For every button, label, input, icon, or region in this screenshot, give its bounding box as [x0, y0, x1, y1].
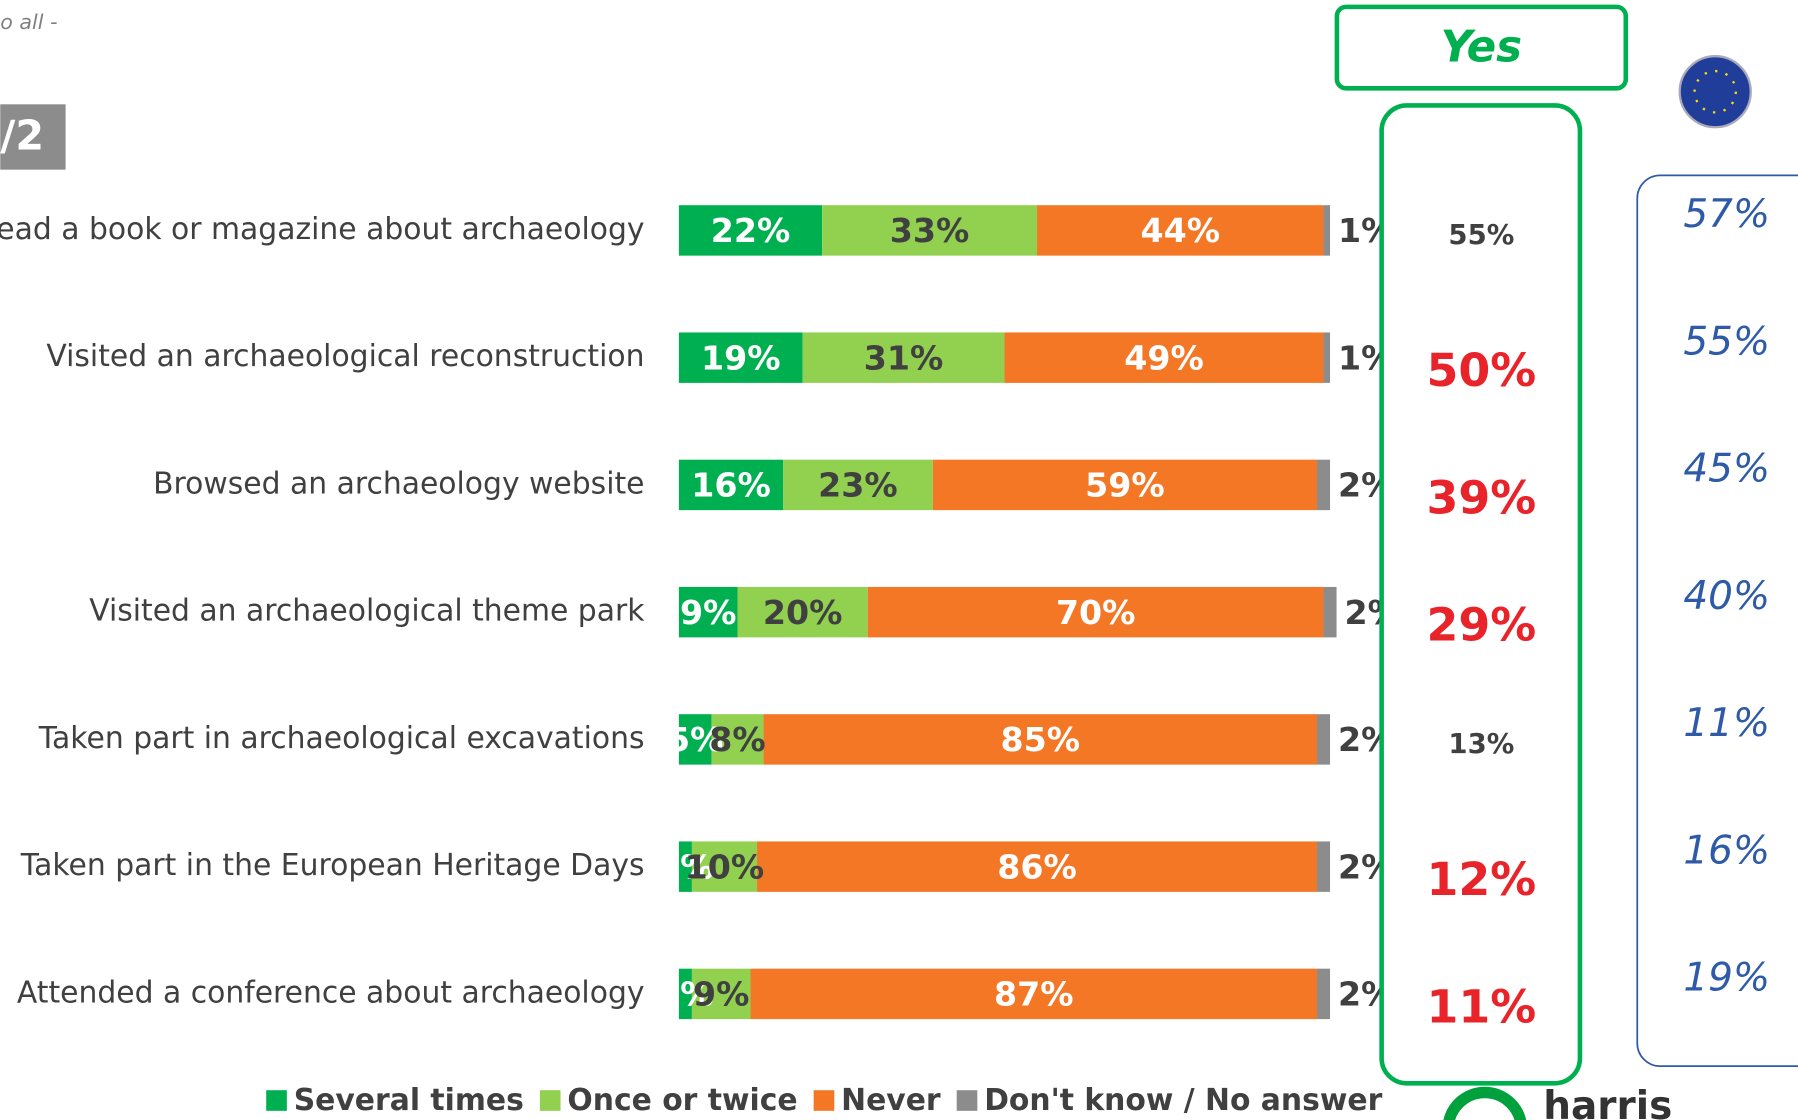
- bar-segment: [932, 459, 1318, 511]
- category-label: Read a book or magazine about archaeolog…: [0, 212, 645, 247]
- bar-segment: [867, 586, 1324, 638]
- bar-segment: [1317, 714, 1331, 765]
- bar-segment: [1323, 586, 1337, 638]
- category-label: Visited an archaeological reconstruction: [46, 339, 644, 374]
- value-label: 22%: [711, 211, 791, 250]
- bar-segment: [711, 714, 764, 765]
- bar-segment: [1323, 205, 1331, 256]
- bar-segment: [678, 586, 738, 638]
- bar-segment: [1323, 332, 1331, 383]
- bar-segment: [1317, 968, 1331, 1020]
- legend-label: Once or twice: [567, 1083, 797, 1118]
- bar-segment: [783, 459, 933, 511]
- value-label: 8%: [709, 720, 765, 759]
- value-label: 86%: [997, 847, 1077, 886]
- value-label: 87%: [994, 975, 1074, 1014]
- value-label: 23%: [818, 466, 898, 505]
- bar-segment: [757, 841, 1318, 892]
- eu-value: 55%: [1683, 319, 1770, 364]
- value-label: 9%: [693, 975, 749, 1014]
- value-label: 9%: [680, 593, 736, 632]
- page-tag: /2: [0, 112, 44, 160]
- value-label: 2%: [657, 847, 713, 886]
- value-label: 59%: [1085, 466, 1165, 505]
- yes-value: 12%: [1426, 852, 1536, 906]
- legend-label: Don't know / No answer: [984, 1083, 1382, 1118]
- value-label: 5%: [667, 720, 723, 759]
- bar-segment: [678, 714, 712, 765]
- yes-header-box: [1334, 4, 1629, 91]
- value-label: 20%: [763, 593, 843, 632]
- value-label: 44%: [1140, 211, 1220, 250]
- bar-segment: [678, 205, 823, 256]
- yes-header: Yes: [1441, 22, 1522, 72]
- bar-segment: [691, 841, 758, 892]
- bar-segment: [802, 332, 1005, 383]
- value-label: 70%: [1056, 593, 1136, 632]
- yes-value: 39%: [1426, 470, 1536, 524]
- legend-swatch: [539, 1090, 561, 1111]
- value-label: 10%: [685, 847, 765, 886]
- eu-value: 16%: [1683, 828, 1770, 873]
- eu-value: 45%: [1683, 447, 1770, 492]
- bar-segment: [737, 586, 868, 638]
- bar-segment: [678, 968, 692, 1020]
- eu-flag: [1678, 55, 1752, 129]
- bar-segment: [678, 459, 784, 511]
- bar-segment: [763, 714, 1318, 765]
- yes-value: 11%: [1426, 979, 1536, 1033]
- bar-segment: [822, 205, 1038, 256]
- bar-segment: [750, 968, 1318, 1020]
- header-note: o all -: [0, 10, 57, 34]
- bar-segment: [678, 841, 692, 892]
- value-label: 49%: [1124, 338, 1204, 377]
- eu-value: 19%: [1683, 956, 1770, 1001]
- category-label: Attended a conference about archaeology: [17, 975, 645, 1010]
- category-label: Taken part in the European Heritage Days: [20, 848, 645, 883]
- value-label: 33%: [890, 211, 970, 250]
- yes-value: 55%: [1448, 219, 1514, 251]
- yes-value: 50%: [1426, 343, 1536, 397]
- logo: harris: [1443, 1084, 1672, 1120]
- legend-label: Never: [841, 1083, 941, 1118]
- yes-column: [1379, 103, 1583, 1086]
- value-label: 19%: [701, 338, 781, 377]
- legend-label: Several times: [294, 1083, 524, 1118]
- yes-value: 13%: [1448, 728, 1514, 760]
- category-label: Visited an archaeological theme park: [89, 594, 645, 629]
- page-tag-box: [0, 104, 66, 170]
- bar-segment: [1004, 332, 1324, 383]
- eu-value: 11%: [1683, 701, 1770, 746]
- value-label: 2%: [657, 975, 713, 1014]
- bar-segment: [1317, 459, 1331, 511]
- legend-swatch: [956, 1090, 978, 1111]
- bar-segment: [678, 332, 803, 383]
- eu-value: 40%: [1683, 574, 1770, 619]
- bar-segment: [1037, 205, 1324, 256]
- value-label: 16%: [691, 466, 771, 505]
- logo-text: harris: [1543, 1084, 1672, 1120]
- legend-swatch: [266, 1090, 287, 1111]
- yes-value: 29%: [1426, 598, 1536, 652]
- bar-segment: [1317, 841, 1331, 892]
- value-label: 85%: [1000, 720, 1080, 759]
- bar-segment: [691, 968, 751, 1020]
- value-label: 31%: [864, 338, 944, 377]
- legend-swatch: [813, 1090, 835, 1111]
- category-label: Taken part in archaeological excavations: [38, 721, 645, 756]
- eu-box: [1636, 174, 1798, 1067]
- eu-value: 57%: [1683, 192, 1770, 237]
- category-label: Browsed an archaeology website: [153, 466, 644, 501]
